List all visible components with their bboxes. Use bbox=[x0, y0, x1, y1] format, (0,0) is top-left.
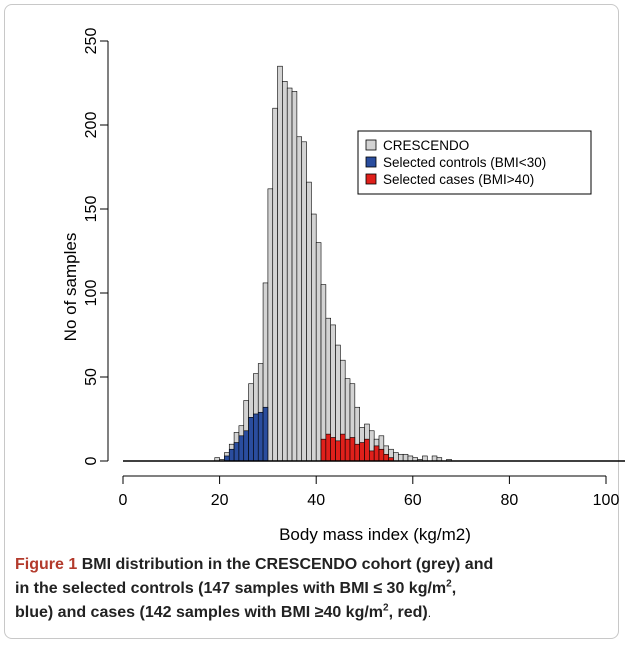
controls-bar bbox=[262, 406, 269, 462]
controls-bar bbox=[257, 411, 264, 462]
figure-frame bbox=[4, 4, 619, 639]
crescendo-bar bbox=[315, 242, 322, 462]
legend-label: CRESCENDO bbox=[383, 138, 469, 153]
crescendo-bar bbox=[282, 81, 288, 462]
cases-bar bbox=[359, 442, 365, 462]
x-tick-label: 60 bbox=[404, 492, 422, 509]
cases-bar bbox=[378, 448, 385, 462]
x-tick-label: 0 bbox=[119, 492, 128, 509]
cases-bar bbox=[344, 438, 351, 462]
caption-line-1: BMI distribution in the CRESCENDO cohort… bbox=[81, 556, 494, 573]
legend-label: Selected cases (BMI>40) bbox=[383, 172, 534, 187]
crescendo-bar bbox=[272, 107, 278, 462]
crescendo-bar bbox=[320, 284, 327, 462]
legend-swatch bbox=[365, 156, 377, 168]
cases-bar bbox=[349, 437, 356, 462]
cases-bar bbox=[330, 437, 336, 462]
cases-bar bbox=[325, 433, 331, 462]
x-tick-label: 20 bbox=[211, 492, 229, 509]
y-tick-label: 100 bbox=[83, 280, 100, 307]
controls-bar bbox=[233, 442, 240, 462]
crescendo-bar bbox=[431, 455, 438, 462]
legend-box bbox=[357, 130, 592, 195]
x-tick-label: 40 bbox=[307, 492, 325, 509]
axes: 0 20 40 60 80 100 0 50 100 150 200 250 bbox=[83, 28, 625, 509]
controls-bar bbox=[253, 413, 259, 462]
x-tick-label: 100 bbox=[593, 492, 620, 509]
histogram-chart: 0 20 40 60 80 100 0 50 100 150 200 250 No of sample… bbox=[61, 28, 625, 544]
y-tick-label: 0 bbox=[83, 456, 100, 465]
cases-bar bbox=[340, 433, 346, 462]
crescendo-bar bbox=[277, 65, 283, 462]
controls-bar bbox=[228, 448, 235, 462]
crescendo-bar bbox=[301, 141, 307, 462]
y-axis-label: No of samples bbox=[61, 233, 80, 342]
crescendo-bar bbox=[402, 453, 409, 462]
crescendo-bar bbox=[422, 455, 428, 462]
controls-bar bbox=[248, 417, 254, 462]
figure-label: Figure 1 bbox=[15, 556, 78, 573]
legend-swatch bbox=[365, 139, 377, 151]
controls-bar bbox=[238, 435, 245, 462]
y-tick-label: 150 bbox=[83, 196, 100, 223]
crescendo-bar bbox=[398, 453, 404, 462]
legend-label: Selected controls (BMI<30) bbox=[383, 155, 546, 170]
caption-line-3: blue) and cases (142 samples with BMI ≥4… bbox=[15, 602, 428, 621]
caption-line-2: in the selected controls (147 samples wi… bbox=[15, 578, 457, 597]
crescendo-bar bbox=[296, 136, 303, 462]
y-tick-label: 50 bbox=[83, 368, 100, 386]
crescendo-series bbox=[214, 65, 452, 462]
crescendo-bar bbox=[393, 452, 399, 462]
cases-bar bbox=[383, 453, 389, 462]
crescendo-bar bbox=[267, 188, 274, 462]
cases-bar bbox=[373, 445, 380, 462]
crescendo-bar bbox=[311, 213, 317, 462]
crescendo-bar bbox=[407, 455, 414, 462]
controls-bar bbox=[224, 455, 230, 462]
y-tick-label: 200 bbox=[83, 112, 100, 139]
cases-bar bbox=[369, 450, 375, 462]
crescendo-bar bbox=[291, 91, 298, 462]
figure-caption: Figure 1 BMI distribution in the CRESCEN… bbox=[15, 556, 494, 621]
crescendo-bar bbox=[286, 87, 293, 462]
cases-bar bbox=[354, 443, 360, 462]
x-tick-label: 80 bbox=[501, 492, 519, 509]
y-tick-label: 250 bbox=[83, 28, 100, 55]
controls-bar bbox=[243, 430, 249, 462]
cases-bar bbox=[364, 438, 370, 462]
legend-swatch bbox=[365, 173, 377, 185]
cases-bar bbox=[320, 438, 327, 462]
x-axis-label: Body mass index (kg/m2) bbox=[279, 525, 471, 544]
cases-bar bbox=[335, 440, 341, 462]
crescendo-bar bbox=[306, 181, 312, 462]
legend: CRESCENDO Selected controls (BMI<30) Selec… bbox=[357, 130, 592, 195]
